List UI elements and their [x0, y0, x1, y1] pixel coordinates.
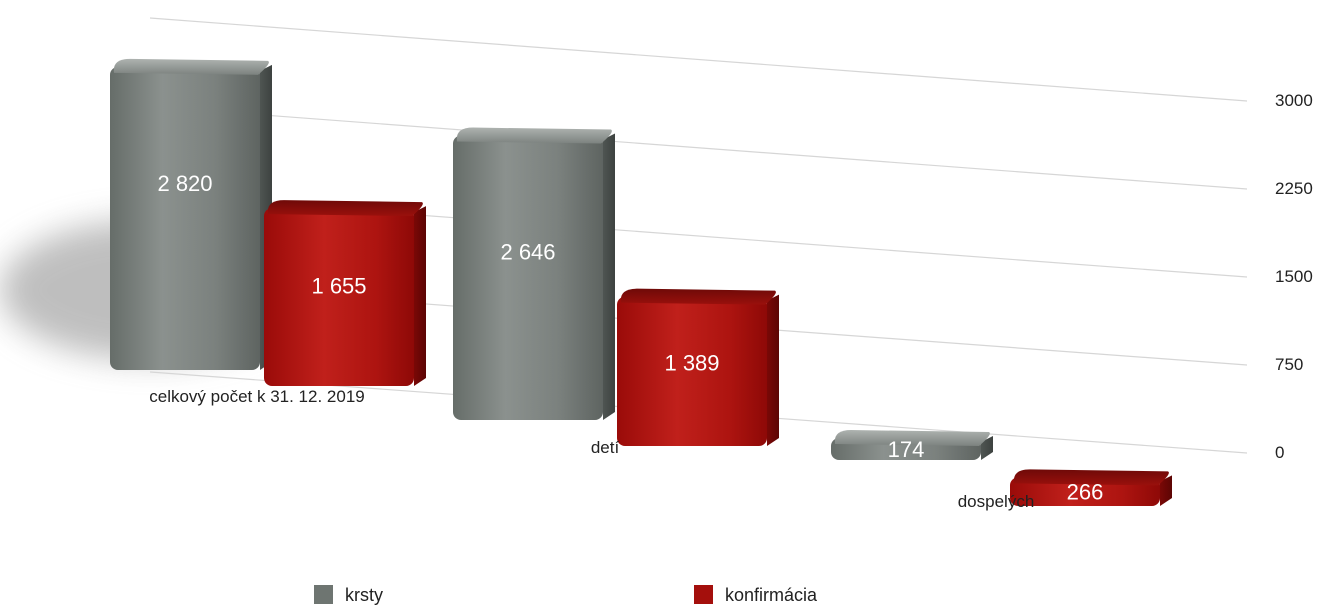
bar-konfirmacia-cat2: 266: [1010, 469, 1172, 506]
bar-value-label: 1 655: [311, 273, 366, 298]
bar-top: [620, 288, 776, 305]
bar-krsty-cat1: 2 646: [453, 127, 615, 420]
gridline: [149, 17, 1248, 102]
y-tick-label: 3000: [1275, 91, 1313, 110]
bar-front: [453, 135, 603, 420]
y-tick-label: 750: [1275, 355, 1303, 374]
bar-front: [110, 66, 260, 370]
y-tick-label: 1500: [1275, 267, 1313, 286]
bar-value-label: 2 820: [157, 171, 212, 196]
category-label: celkový počet k 31. 12. 2019: [149, 387, 364, 406]
bar-value-label: 1 389: [664, 350, 719, 375]
y-tick-label: 0: [1275, 443, 1284, 462]
y-axis-ticks: 0 750 1500 2250 3000: [1275, 91, 1313, 462]
category-labels: celkový počet k 31. 12. 2019 detí dospelýc…: [149, 387, 1034, 511]
legend-label: krsty: [345, 585, 383, 605]
bar-top: [1013, 469, 1169, 486]
bar-side: [767, 294, 779, 446]
y-tick-label: 2250: [1275, 179, 1313, 198]
bar-konfirmacia-cat0: 1 655: [264, 200, 426, 386]
legend-item: krsty: [314, 585, 383, 605]
legend: krsty konfirmácia: [314, 585, 818, 605]
legend-item: konfirmácia: [694, 585, 818, 605]
bar-top: [834, 430, 990, 446]
category-label: detí: [591, 438, 620, 457]
bars: 2 820 1 655 2 646 1 389 174 266: [110, 58, 1172, 506]
category-label: dospelých: [958, 492, 1035, 511]
bar-top: [267, 200, 423, 217]
legend-swatch: [314, 585, 333, 604]
bar-side: [603, 133, 615, 420]
bar-side: [414, 206, 426, 386]
bar-value-label: 174: [888, 437, 925, 462]
bar-side: [981, 436, 993, 460]
bar-side: [1160, 475, 1172, 506]
legend-label: konfirmácia: [725, 585, 818, 605]
bar-front: [617, 296, 767, 446]
bar-top: [456, 127, 612, 144]
legend-swatch: [694, 585, 713, 604]
bar-krsty-cat2: 174: [831, 430, 993, 462]
bar-konfirmacia-cat1: 1 389: [617, 288, 779, 446]
gridline: [149, 105, 1248, 190]
bar-value-label: 2 646: [500, 240, 555, 265]
bar-front: [264, 208, 414, 386]
bar-krsty-cat0: 2 820: [110, 58, 272, 370]
bar-value-label: 266: [1067, 480, 1104, 505]
bar-top: [113, 58, 269, 75]
